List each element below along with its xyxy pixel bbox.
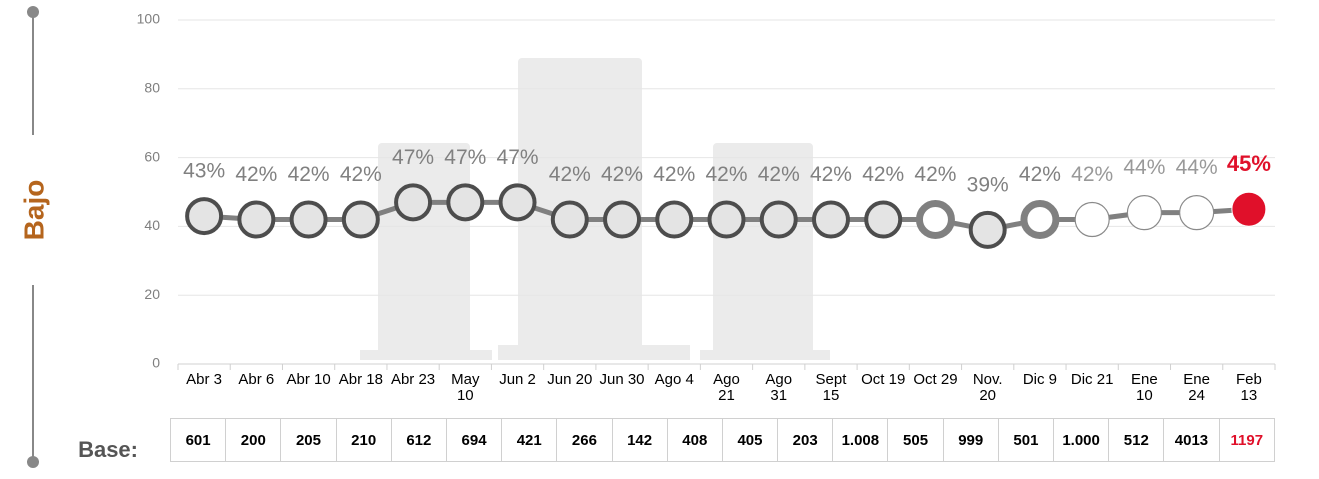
marker xyxy=(550,200,589,239)
side-dot xyxy=(27,6,39,18)
side-label: Bajo xyxy=(18,180,49,241)
marker xyxy=(968,210,1007,249)
x-tick-label: Jun 2 xyxy=(499,371,536,388)
data-label: 47% xyxy=(392,146,434,169)
base-label: Base: xyxy=(78,437,138,462)
x-tick-label: Abr 23 xyxy=(390,371,436,388)
x-tick-label: Sept 15 xyxy=(815,371,847,404)
data-label: 43% xyxy=(183,160,225,183)
x-tick-label: Abr 3 xyxy=(186,371,223,388)
marker xyxy=(394,183,433,222)
base-cell: 1.008 xyxy=(832,418,889,462)
base-cell: 501 xyxy=(997,418,1055,462)
marker xyxy=(864,200,903,239)
base-cell: 210 xyxy=(335,418,392,462)
marker xyxy=(1074,201,1110,238)
data-label: 42% xyxy=(705,163,747,186)
data-label: 42% xyxy=(758,163,800,186)
data-label: 42% xyxy=(601,163,643,186)
data-label: 42% xyxy=(914,163,956,186)
marker xyxy=(446,183,485,222)
base-cell: 200 xyxy=(225,418,282,462)
data-label: 47% xyxy=(444,146,486,169)
data-label: 45% xyxy=(1227,151,1271,176)
base-cell: 142 xyxy=(611,418,668,462)
data-label: 42% xyxy=(862,163,904,186)
marker xyxy=(707,200,746,239)
y-tick-label: 20 xyxy=(144,286,160,302)
marker xyxy=(759,200,798,239)
marker xyxy=(655,200,694,239)
x-tick-label: Ago 31 xyxy=(765,371,793,404)
base-cell: 405 xyxy=(721,418,779,462)
data-label: 42% xyxy=(1019,163,1061,186)
x-tick-label: Abr 18 xyxy=(338,371,383,388)
data-label: 42% xyxy=(235,163,277,186)
base-cell: 408 xyxy=(666,418,723,462)
x-tick-label: Ene 10 xyxy=(1131,371,1158,404)
y-tick-label: 60 xyxy=(144,148,160,164)
x-tick-label: Abr 10 xyxy=(286,371,331,388)
data-label: 42% xyxy=(549,163,591,186)
x-tick-label: Nov. 20 xyxy=(972,371,1003,404)
marker xyxy=(603,200,642,239)
base-cell: 205 xyxy=(280,418,337,462)
x-tick-label: Ago 21 xyxy=(713,371,740,404)
base-cell: 1197 xyxy=(1218,418,1276,462)
marker xyxy=(237,200,276,239)
x-tick-label: Oct 29 xyxy=(913,371,958,388)
base-cell: 421 xyxy=(501,418,558,462)
base-cell: 999 xyxy=(942,418,999,462)
data-label: 42% xyxy=(810,163,852,186)
marker xyxy=(811,200,850,239)
marker xyxy=(341,200,380,239)
y-tick-label: 80 xyxy=(144,80,160,96)
base-cell: 612 xyxy=(390,418,447,462)
base-cell: 512 xyxy=(1108,418,1165,462)
y-tick-label: 100 xyxy=(137,11,161,27)
base-table: 601 200 205 210 612 694 421 266 142 408 405 203 1.00… xyxy=(169,418,1276,462)
x-tick-label: Dic 21 xyxy=(1070,371,1114,388)
marker xyxy=(289,200,328,239)
base-cell: 1.000 xyxy=(1052,418,1110,462)
base-cell: 505 xyxy=(887,418,944,462)
base-cell: 4013 xyxy=(1163,418,1220,462)
base-cell: 694 xyxy=(445,418,503,462)
marker xyxy=(1179,195,1215,231)
data-label: 42% xyxy=(340,163,382,186)
x-tick-label: Dic 9 xyxy=(1022,371,1058,388)
base-row: 601 200 205 210 612 694 421 266 142 408 405 203 1.00… xyxy=(169,418,1276,462)
marker xyxy=(1020,200,1060,240)
y-tick-label: 0 xyxy=(152,355,160,371)
x-tick-label: Feb 13 xyxy=(1235,371,1262,404)
base-cell: 266 xyxy=(556,418,613,462)
marker xyxy=(1231,191,1267,227)
data-label: 47% xyxy=(497,146,539,169)
x-tick-label: Jun 20 xyxy=(547,371,593,388)
data-label: 42% xyxy=(288,163,330,186)
x-tick-label: May 10 xyxy=(451,371,480,404)
x-tick-label: Abr 6 xyxy=(238,371,275,388)
data-label: 44% xyxy=(1176,156,1218,179)
marker xyxy=(915,200,955,240)
data-label: 44% xyxy=(1123,156,1165,179)
x-tick-label: Ago 4 xyxy=(654,371,694,388)
marker xyxy=(1126,195,1163,231)
data-label: 42% xyxy=(1071,163,1113,186)
x-tick-label: Ene 24 xyxy=(1183,371,1210,404)
data-label: 39% xyxy=(967,173,1009,196)
x-tick-label: Jun 30 xyxy=(599,371,645,388)
base-cell: 601 xyxy=(169,418,227,462)
marker xyxy=(498,183,537,222)
data-label: 42% xyxy=(653,163,695,186)
marker xyxy=(185,197,224,236)
x-tick-label: Oct 19 xyxy=(861,371,906,388)
base-cell: 203 xyxy=(777,418,834,462)
y-tick-label: 40 xyxy=(144,217,160,233)
side-dot xyxy=(27,456,39,468)
